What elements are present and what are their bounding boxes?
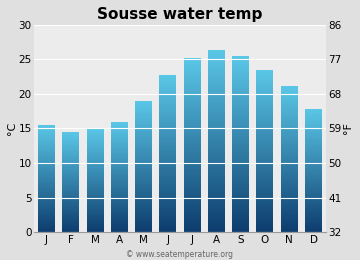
Y-axis label: °C: °C bbox=[7, 122, 17, 135]
Y-axis label: °F: °F bbox=[343, 122, 353, 134]
Text: © www.seatemperature.org: © www.seatemperature.org bbox=[126, 250, 234, 259]
Title: Sousse water temp: Sousse water temp bbox=[97, 7, 263, 22]
